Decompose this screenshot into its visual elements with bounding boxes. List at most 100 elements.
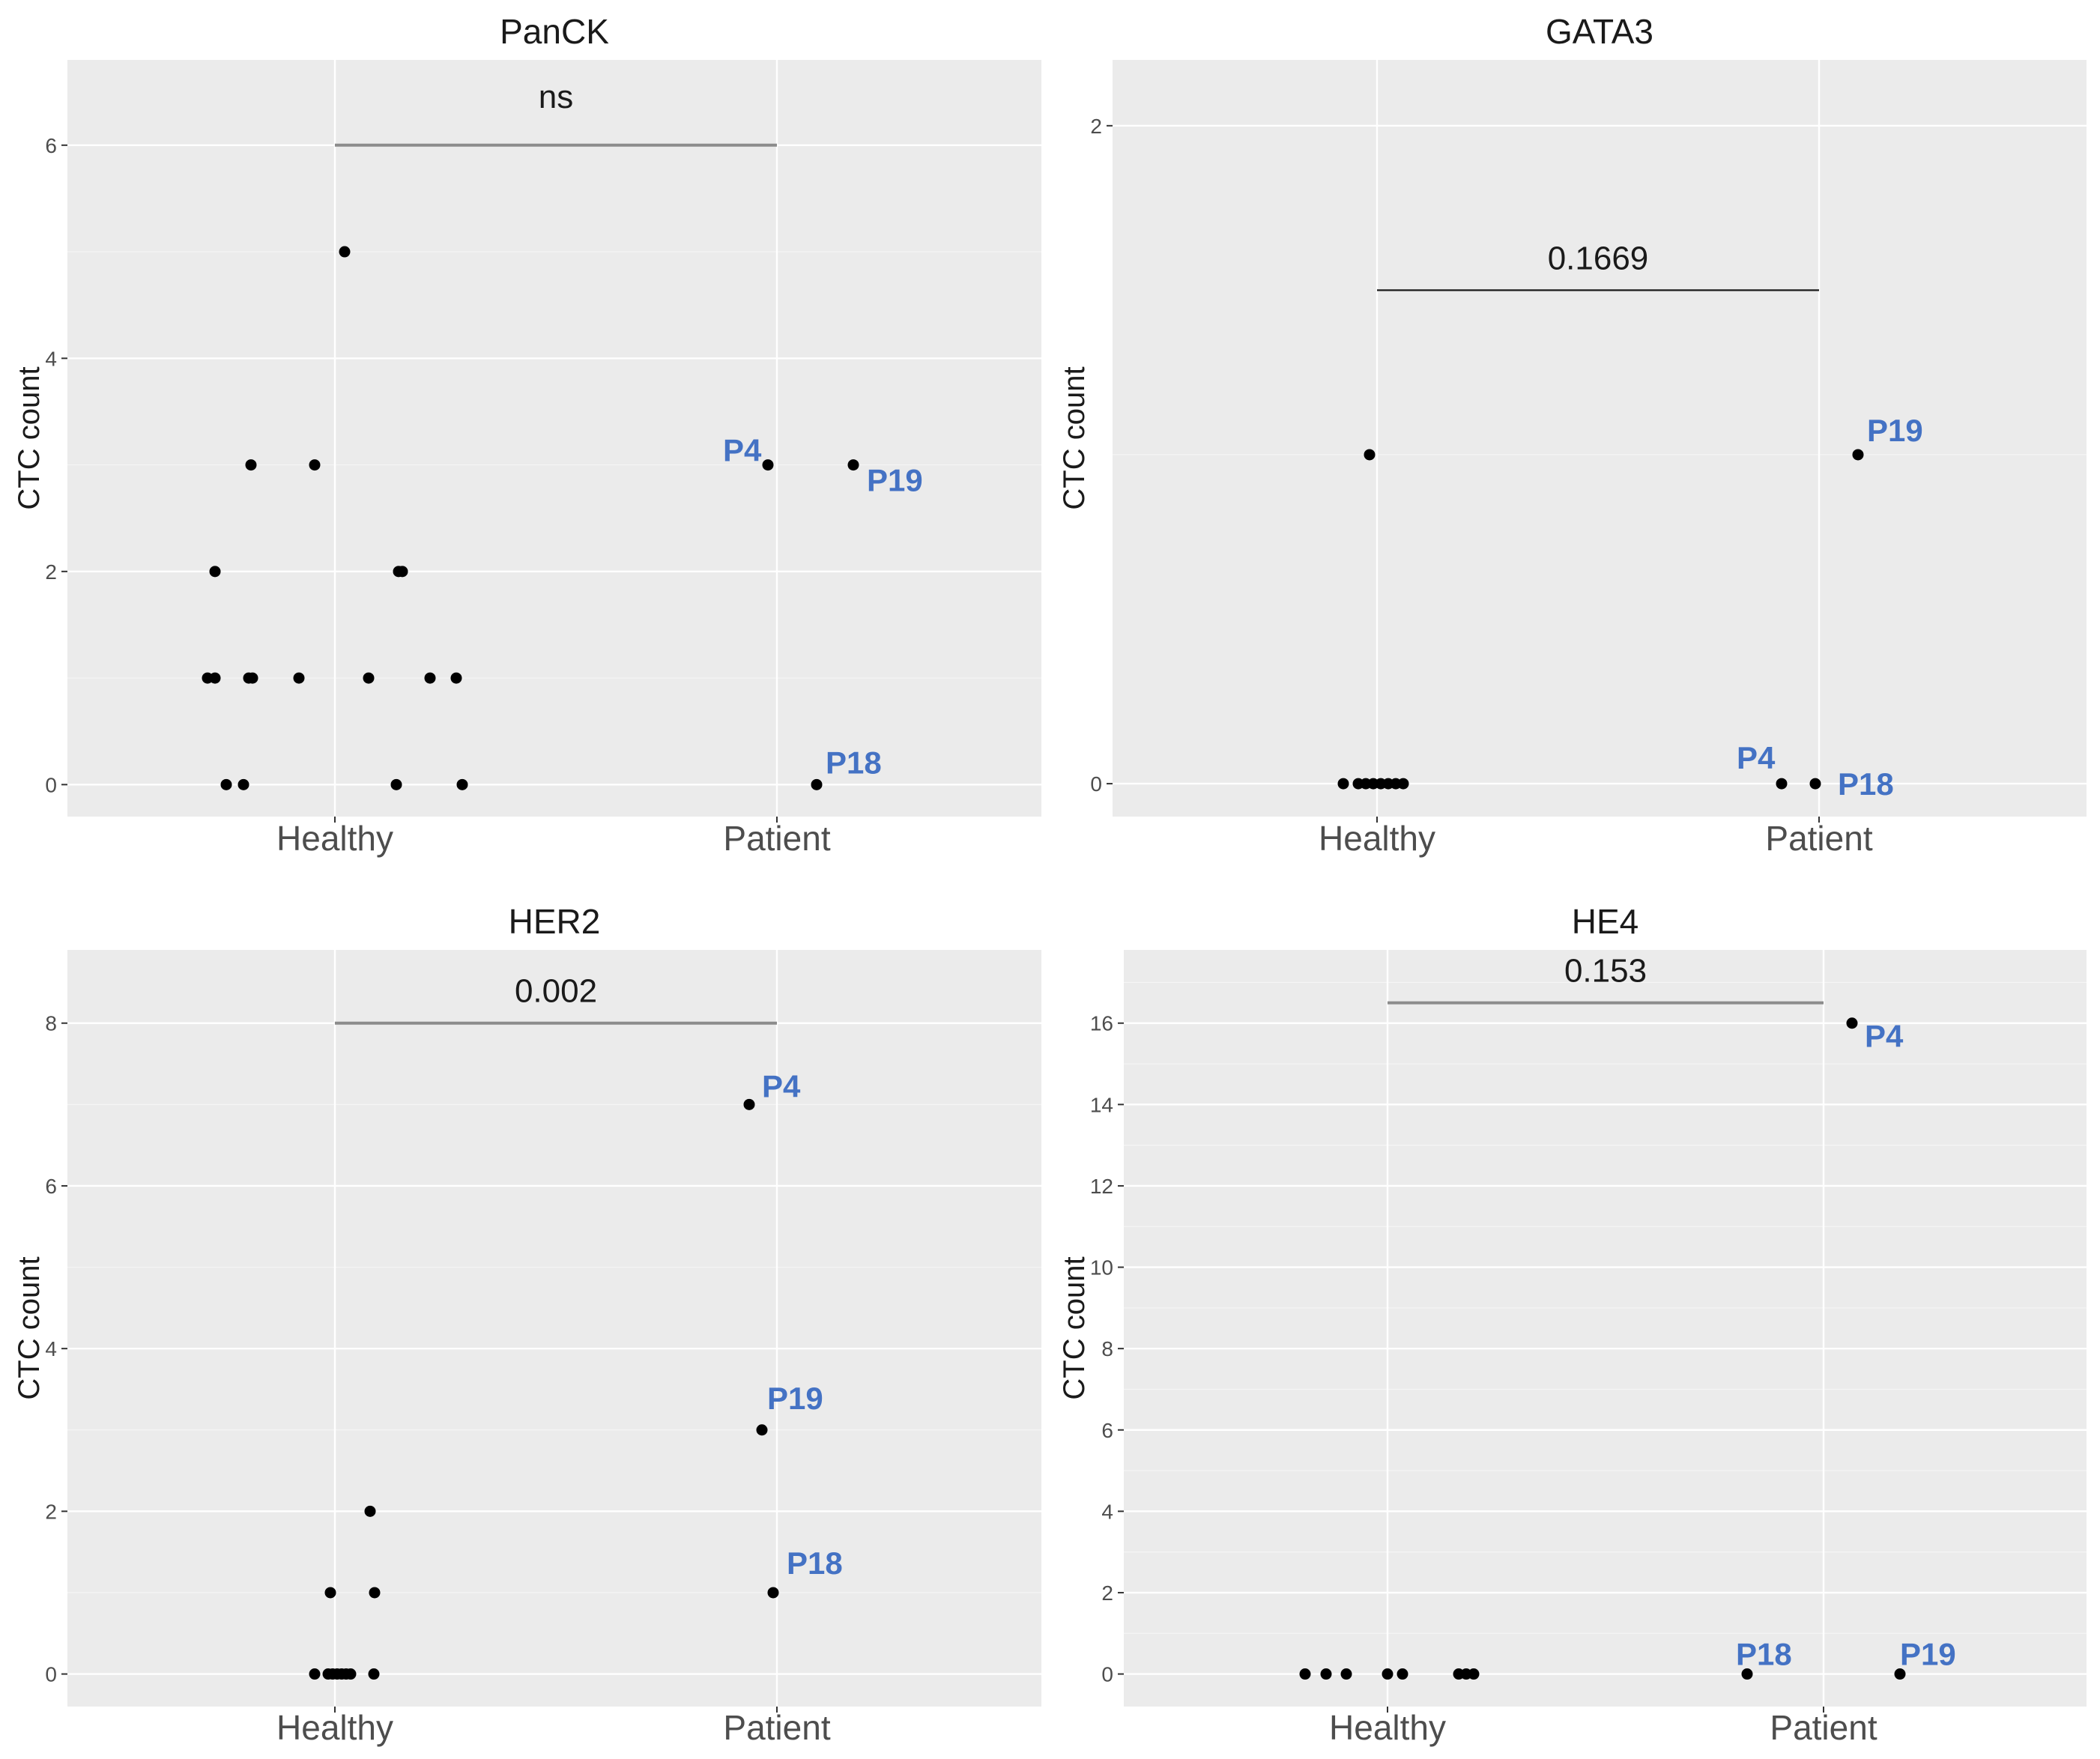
patient-point-label: P4 — [723, 433, 762, 468]
y-tick-label: 0 — [45, 1663, 57, 1686]
healthy-data-point — [220, 778, 232, 790]
patient-data-point — [1846, 1017, 1858, 1029]
y-tick-label: 6 — [45, 134, 57, 157]
healthy-data-point — [309, 1668, 321, 1680]
patient-data-point — [762, 459, 774, 471]
healthy-data-point — [1468, 1668, 1480, 1680]
x-category-label: Patient — [723, 819, 830, 858]
y-tick-label: 6 — [45, 1175, 57, 1198]
x-category-label: Healthy — [1329, 1708, 1446, 1747]
healthy-data-point — [237, 778, 249, 790]
y-tick-label: 6 — [1101, 1419, 1113, 1442]
healthy-data-point — [1340, 1668, 1352, 1680]
panel-title: HER2 — [509, 902, 601, 941]
healthy-data-point — [1299, 1668, 1311, 1680]
panel-title: PanCK — [500, 12, 609, 51]
panel-her2: 0 2 4 6 8 Healthy Patient HER2 CTC count 0.002 P4 P… — [13, 902, 1041, 1747]
healthy-data-point — [364, 1505, 376, 1517]
y-axis-title: CTC count — [13, 1256, 46, 1399]
healthy-data-point — [293, 672, 305, 684]
patient-point-label: P19 — [767, 1381, 823, 1416]
patient-point-label: P19 — [867, 463, 923, 498]
x-category-label: Healthy — [1319, 819, 1435, 858]
y-tick-label: 0 — [45, 773, 57, 796]
panel-he4: 0 2 4 6 8 10 12 14 16 Healthy Patient HE4 CTC count 0… — [1058, 902, 2087, 1747]
y-axis-title: CTC count — [1058, 366, 1091, 509]
healthy-data-point — [1382, 1668, 1394, 1680]
patient-point-label: P18 — [1838, 766, 1894, 802]
plot-background — [67, 950, 1041, 1707]
y-tick-label: 4 — [45, 1337, 57, 1360]
healthy-data-point — [1320, 1668, 1332, 1680]
healthy-data-point — [396, 566, 408, 578]
healthy-data-point — [202, 672, 214, 684]
significance-label: 0.153 — [1564, 953, 1647, 990]
patient-data-point — [1852, 449, 1864, 461]
healthy-data-point — [1397, 1668, 1408, 1680]
patient-point-label: P4 — [762, 1068, 801, 1103]
healthy-data-point — [368, 1668, 380, 1680]
y-tick-label: 10 — [1090, 1256, 1113, 1280]
y-tick-label: 8 — [45, 1012, 57, 1035]
healthy-data-point — [339, 246, 351, 258]
patient-data-point — [811, 778, 823, 790]
patient-point-label: P19 — [1867, 413, 1923, 448]
y-tick-label: 16 — [1090, 1012, 1113, 1035]
patient-data-point — [756, 1424, 768, 1436]
x-category-label: Healthy — [276, 819, 393, 858]
healthy-data-point — [246, 672, 258, 684]
plot-background — [1124, 950, 2087, 1707]
healthy-data-point — [369, 1587, 381, 1599]
y-tick-label: 2 — [45, 560, 57, 584]
panel-panck: 0 2 4 6 Healthy Patient PanCK CTC count ns P4 P19 P… — [13, 12, 1041, 858]
y-tick-label: 4 — [1101, 1500, 1113, 1523]
y-axis-title: CTC count — [1058, 1256, 1091, 1399]
healthy-data-point — [390, 778, 402, 790]
y-tick-label: 12 — [1090, 1175, 1113, 1198]
y-tick-label: 8 — [1101, 1337, 1113, 1360]
y-tick-label: 0 — [1101, 1663, 1113, 1686]
x-category-label: Patient — [1770, 1708, 1877, 1747]
patient-data-point — [847, 459, 859, 471]
significance-label: ns — [539, 79, 573, 115]
panel-title: HE4 — [1572, 902, 1638, 941]
healthy-data-point — [1397, 778, 1409, 790]
healthy-data-point — [309, 459, 321, 471]
y-tick-label: 2 — [45, 1500, 57, 1523]
healthy-data-point — [345, 1668, 357, 1680]
healthy-data-point — [245, 459, 257, 471]
y-tick-label: 14 — [1090, 1093, 1113, 1116]
panel-gata3: 0 2 Healthy Patient GATA3 CTC count 0.1669 P19 P… — [1058, 12, 2087, 858]
significance-label: 0.002 — [515, 973, 597, 1010]
patient-data-point — [1894, 1668, 1906, 1680]
healthy-data-point — [456, 778, 468, 790]
patient-data-point — [1809, 778, 1821, 790]
patient-point-label: P18 — [826, 745, 882, 780]
y-tick-label: 4 — [45, 347, 57, 370]
healthy-data-point — [363, 672, 375, 684]
plot-background — [1113, 60, 2087, 817]
healthy-data-point — [1364, 449, 1376, 461]
x-category-label: Healthy — [276, 1708, 393, 1747]
healthy-data-point — [209, 566, 221, 578]
healthy-data-point — [1337, 778, 1349, 790]
x-category-label: Patient — [1765, 819, 1872, 858]
patient-point-label: P18 — [787, 1545, 843, 1581]
patient-point-label: P4 — [1865, 1019, 1904, 1054]
healthy-data-point — [424, 672, 436, 684]
plot-background — [67, 60, 1041, 817]
x-category-label: Patient — [723, 1708, 830, 1747]
patient-data-point — [1776, 778, 1788, 790]
healthy-data-point — [450, 672, 462, 684]
patient-point-label: P18 — [1736, 1637, 1792, 1672]
panel-title: GATA3 — [1546, 12, 1653, 51]
patient-point-label: P19 — [1900, 1637, 1956, 1672]
y-tick-label: 0 — [1090, 772, 1102, 796]
healthy-data-point — [324, 1587, 336, 1599]
y-axis-title: CTC count — [13, 366, 46, 509]
significance-label: 0.1669 — [1548, 240, 1649, 276]
patient-point-label: P4 — [1737, 740, 1776, 775]
y-tick-label: 2 — [1101, 1581, 1113, 1605]
patient-data-point — [743, 1098, 755, 1110]
